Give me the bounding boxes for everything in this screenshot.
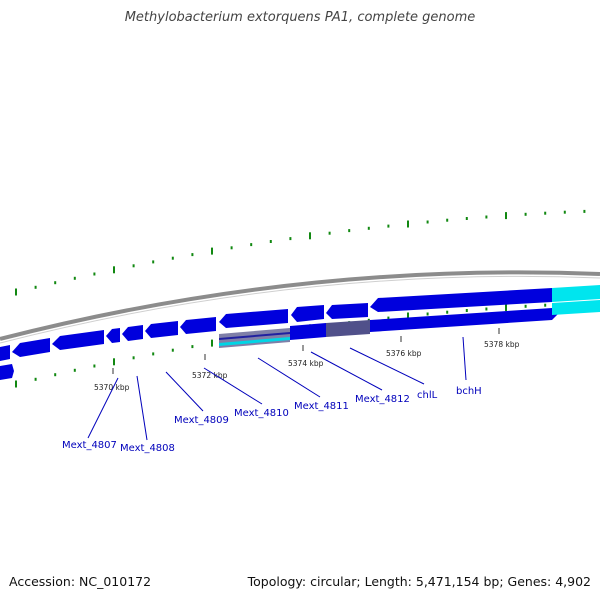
gene-arrow[interactable] (291, 305, 324, 322)
genome-summary: Topology: circular; Length: 5,471,154 bp… (247, 574, 591, 589)
gene-arrow[interactable] (0, 364, 14, 380)
gene-label-chll[interactable]: chlL (417, 390, 438, 401)
gene-arrow[interactable] (219, 309, 288, 328)
gene-arrow[interactable] (370, 288, 552, 312)
gene-label-mext-4812[interactable]: Mext_4812 (355, 394, 410, 405)
scale-tick-label: 5372 kbp (192, 371, 228, 380)
gene-label-mext-4810[interactable]: Mext_4810 (234, 408, 289, 419)
gene-arrow[interactable] (0, 345, 10, 361)
gene-label-mext-4811[interactable]: Mext_4811 (294, 401, 349, 412)
gene-callouts: Mext_4807 Mext_4808 Mext_4809 Mext_4810 … (62, 336, 482, 454)
scale-tick-label: 5376 kbp (386, 349, 422, 358)
backbone-arc-inner (0, 275, 600, 344)
callout-line (462, 336, 467, 381)
gene-arrow[interactable] (290, 323, 326, 340)
gene-arrow[interactable] (326, 320, 370, 337)
gene-label-mext-4808[interactable]: Mext_4808 (120, 443, 175, 454)
scale-ticks: 5370 kbp 5372 kbp 5374 kbp 5376 kbp 5378… (94, 328, 520, 392)
accession-label: Accession: NC_010172 (9, 574, 152, 589)
gene-arrow[interactable] (370, 308, 558, 332)
gene-arrow[interactable] (122, 325, 143, 341)
backbone-arc (0, 270, 600, 341)
gc-skew-outer-track (15, 209, 586, 296)
callout-line (257, 357, 321, 398)
callout-line (87, 377, 119, 439)
scale-tick-label: 5374 kbp (288, 359, 324, 368)
gene-stripe (219, 332, 290, 340)
callout-line (349, 347, 425, 385)
gene-label-bchh[interactable]: bchH (456, 386, 482, 397)
gene-stripe (219, 337, 290, 346)
forward-strand-genes[interactable] (0, 300, 600, 380)
scale-tick-label: 5370 kbp (94, 383, 130, 392)
scale-tick-label: 5378 kbp (484, 340, 520, 349)
callout-line (136, 375, 148, 441)
map-title: Methylobacterium extorquens PA1, complet… (124, 10, 476, 25)
callout-line (165, 371, 204, 412)
gene-arrow-highlight[interactable] (552, 300, 600, 315)
gene-label-mext-4807[interactable]: Mext_4807 (62, 440, 117, 451)
gene-arrow[interactable] (12, 338, 50, 357)
callout-line (310, 351, 383, 391)
gene-arrow[interactable] (180, 317, 216, 334)
gene-arrow[interactable] (326, 303, 368, 319)
gene-arrow[interactable] (106, 328, 120, 343)
callout-line (203, 367, 263, 405)
reverse-strand-genes[interactable] (0, 285, 600, 361)
gene-arrow[interactable] (52, 330, 104, 350)
gene-arrow[interactable] (145, 321, 178, 338)
gene-label-mext-4809[interactable]: Mext_4809 (174, 415, 229, 426)
gene-arrow-highlight[interactable] (552, 285, 600, 302)
